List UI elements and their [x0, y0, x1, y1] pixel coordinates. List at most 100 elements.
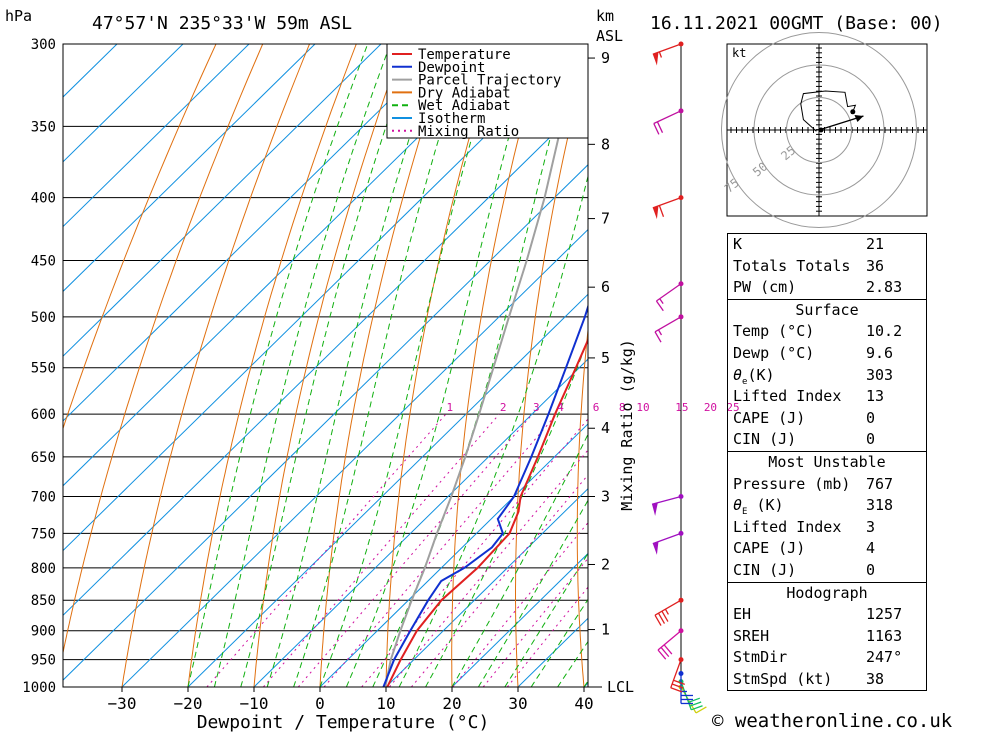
stat-row: Pressure (mb) 767 [728, 474, 926, 496]
stat-label: CAPE (J) [733, 408, 806, 427]
hodograph-unit: kt [732, 46, 746, 60]
height-tick-label: 2 [601, 555, 610, 573]
stat-row: Lifted Index 13 [728, 386, 926, 408]
stat-row: StmDir 247° [728, 647, 926, 669]
mixing-ratio-axis-label: Mixing Ratio (g/kg) [618, 339, 636, 511]
wind-barb [652, 195, 684, 220]
x-tick-label: −10 [240, 694, 269, 713]
stat-label: EH [733, 605, 752, 624]
wind-half-feather [658, 51, 663, 58]
isotherm-line [63, 44, 316, 293]
stat-label: Dewp (°C) [733, 343, 815, 362]
stat-value: 13 [866, 387, 885, 406]
legend-label: Dewpoint [418, 60, 485, 76]
wind-pennant [652, 205, 659, 220]
most-unstable-title: Most Unstable [768, 452, 886, 471]
height-tick-label: 3 [601, 488, 610, 506]
legend-label: Wet Adiabat [418, 98, 511, 114]
stat-value: 4 [866, 539, 876, 558]
wet-adiabat-line [266, 44, 441, 687]
wind-shaft [651, 495, 682, 505]
legend-box [386, 43, 589, 139]
dry-adiabat-line [451, 44, 544, 687]
isotherm-line [319, 423, 588, 687]
stat-label: Lifted Index [733, 517, 842, 536]
legend-label: Temperature [418, 47, 511, 63]
x-tick-label: 20 [442, 694, 461, 713]
hodograph-stats-title: Hodograph [786, 583, 868, 602]
mixing-ratio-label: 25 [726, 401, 739, 414]
stat-value: 767 [866, 474, 894, 493]
stat-row: PW (cm) 2.83 [728, 277, 926, 299]
stat-value: 10.2 [866, 322, 903, 341]
wet-adiabat-line [425, 337, 588, 687]
datetime-title: 16.11.2021 00GMT (Base: 00) [650, 13, 943, 34]
pressure-tick-label: 550 [31, 361, 56, 377]
isotherm-line [63, 44, 250, 228]
stat-row: SREH 1163 [728, 626, 926, 648]
stat-value: 36 [866, 256, 885, 275]
wind-barb [657, 628, 684, 660]
wind-shaft [654, 599, 682, 616]
x-tick-label: 0 [315, 694, 325, 713]
hodograph-ring [721, 32, 917, 228]
legend-label: Mixing Ratio [418, 124, 519, 140]
wind-feather [654, 331, 662, 343]
stat-value: 1257 [866, 605, 903, 624]
dry-adiabat-line [637, 44, 684, 687]
stat-label: SREH [733, 626, 770, 645]
stat-value: 3 [866, 517, 876, 536]
stats-panel: K 21 Totals Totals 36 PW (cm) 2.83 Surface Temp… [727, 233, 927, 692]
storm-motion-arrowhead [854, 114, 864, 122]
isotherm-line [63, 44, 184, 163]
pressure-tick-label: 850 [31, 593, 56, 609]
wind-shaft [670, 659, 682, 689]
pressure-tick-label: 700 [31, 490, 56, 506]
wind-half-feather [657, 329, 663, 336]
pressure-tick-label: 750 [31, 526, 56, 542]
mixing-ratio-label: 20 [704, 401, 717, 414]
isotherm-line [63, 44, 514, 487]
wet-adiabat-line [240, 44, 415, 687]
isotherm-line [63, 99, 588, 617]
isotherm-line [451, 552, 588, 687]
mixing-ratio-label: 6 [593, 401, 600, 414]
mixing-ratio-label: 8 [619, 401, 626, 414]
stat-label: Totals Totals [733, 256, 851, 275]
stat-value: 21 [866, 235, 885, 253]
isotherm-line [385, 488, 588, 687]
stat-value: 38 [866, 669, 885, 688]
hodograph-ring [753, 64, 885, 196]
x-axis-label: Dewpoint / Temperature (°C) [197, 712, 490, 733]
stat-label: PW (cm) [733, 278, 797, 297]
wind-feather [661, 610, 669, 622]
dry-adiabat-line [576, 325, 588, 687]
mixing-ratio-label: 3 [533, 401, 540, 414]
dewpoint-line [382, 303, 588, 687]
wind-shaft [652, 43, 682, 55]
legend-label: Parcel Trajectory [418, 73, 561, 89]
x-tick-label: 40 [574, 694, 593, 713]
hodograph-end-point [850, 109, 856, 115]
isotherm-line [121, 228, 588, 687]
stat-value: 303 [866, 365, 894, 384]
stat-value: 0 [866, 430, 876, 449]
wet-adiabat-line [372, 44, 576, 687]
wind-barb [654, 597, 684, 626]
wind-shaft [653, 110, 682, 125]
wind-barb [653, 108, 684, 135]
stat-row: CAPE (J) 0 [728, 408, 926, 430]
wind-feather [663, 644, 673, 655]
wind-pennant [652, 502, 658, 516]
height-tick-label: 1 [601, 621, 610, 639]
pressure-tick-label: 300 [31, 37, 56, 53]
hodograph-ring [786, 97, 852, 163]
isotherm-line [63, 44, 118, 98]
mixing-ratio-label: 4 [557, 401, 564, 414]
wind-pennant [652, 52, 659, 66]
stat-row: θE (K) 318 [728, 495, 926, 517]
x-tick-label: −30 [108, 694, 137, 713]
pressure-tick-label: 650 [31, 450, 56, 466]
height-tick-label: 8 [601, 135, 610, 153]
pressure-tick-label: 950 [31, 653, 56, 669]
